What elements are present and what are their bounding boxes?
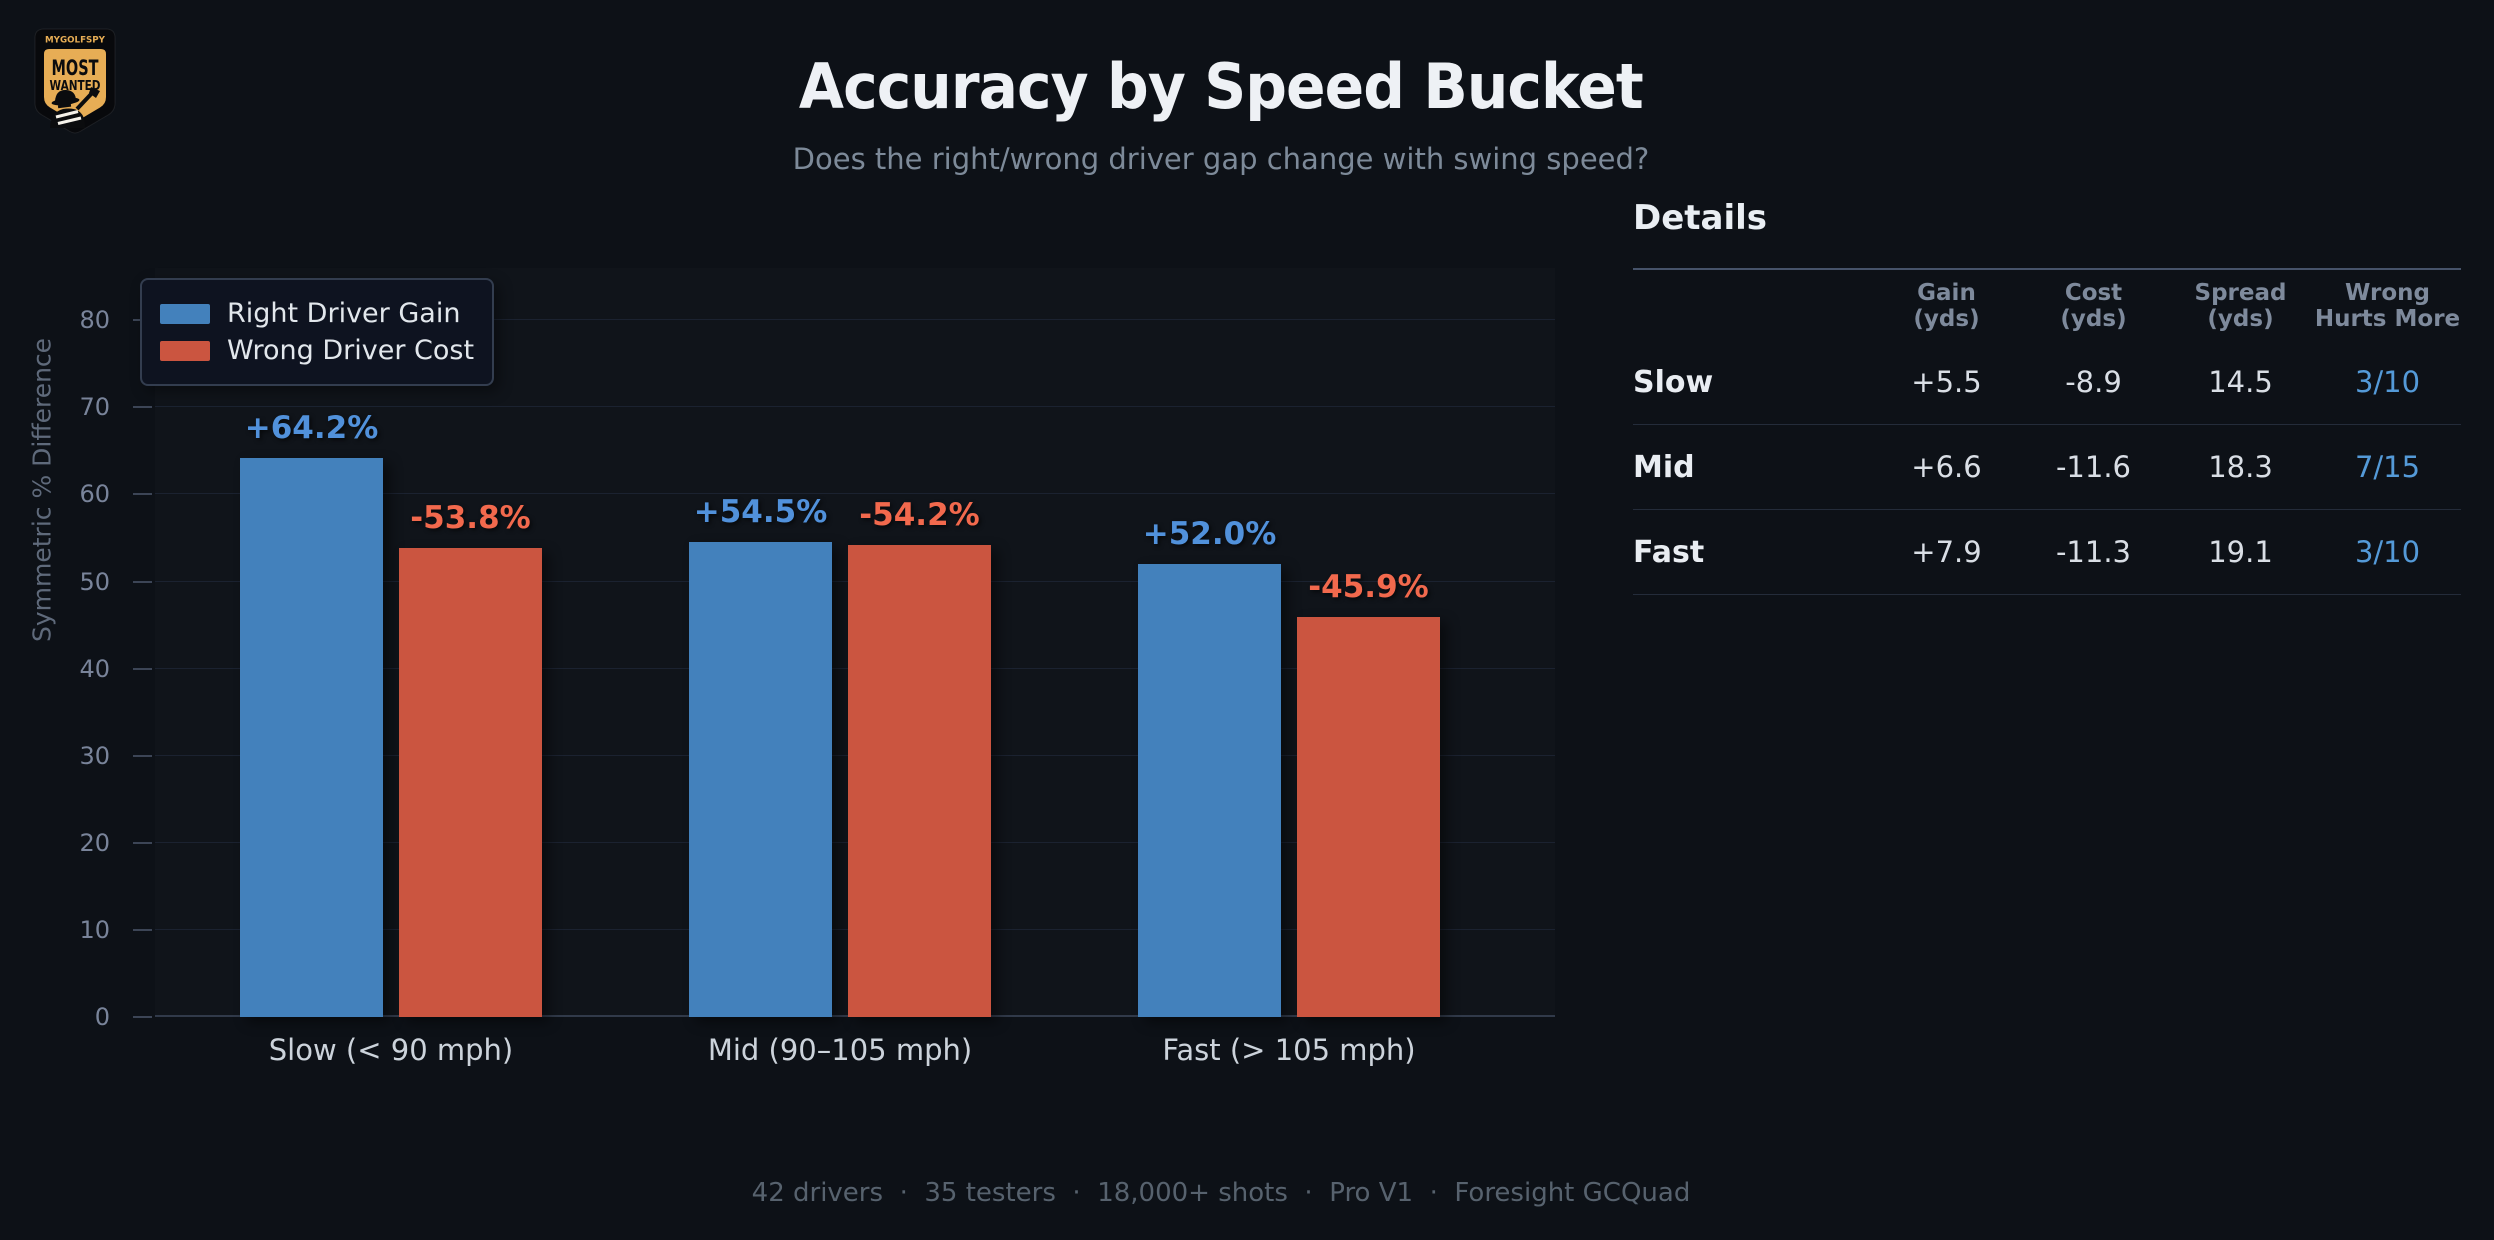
legend-swatch-cost xyxy=(160,340,210,361)
legend-label-cost: Wrong Driver Cost xyxy=(227,335,475,366)
legend-item-wrong-driver-cost: Wrong Driver Cost xyxy=(160,335,474,366)
gridline xyxy=(155,406,1555,408)
logo-brand-text: MYGOLFSPY xyxy=(45,36,105,46)
table-row-slow: Slow +5.5 -8.9 14.5 3/10 xyxy=(1633,340,2461,425)
y-tick-mark xyxy=(133,928,152,931)
details-table: Gain (yds) Cost (yds) Spread (yds) Wrong… xyxy=(1633,268,2461,595)
gain-value: +7.9 xyxy=(1911,535,1982,569)
bar-gain-2 xyxy=(1138,564,1281,1017)
x-tick-label: Slow (< 90 mph) xyxy=(268,1033,514,1067)
spread-value: 14.5 xyxy=(2208,365,2273,399)
row-label: Slow xyxy=(1633,364,1714,400)
bar-chart-plot-area: Symmetric % Difference 0 10 20 30 40 50 60 70 80… xyxy=(28,268,1555,1067)
spread-value: 19.1 xyxy=(2208,535,2273,569)
bar-value-label: -53.8% xyxy=(410,500,531,537)
bar-value-label: -54.2% xyxy=(859,496,980,533)
y-tick-label: 10 xyxy=(79,915,110,944)
logo-most-text: MOST xyxy=(52,56,99,80)
legend-label-gain: Right Driver Gain xyxy=(227,298,461,329)
legend-swatch-gain xyxy=(160,303,210,324)
header-gain: Gain (yds) xyxy=(1913,280,1980,332)
bar-cost-1 xyxy=(848,544,991,1017)
spread-value: 18.3 xyxy=(2208,450,2273,484)
bar-cost-0 xyxy=(399,548,542,1017)
row-label: Mid xyxy=(1633,449,1695,485)
chart-legend: Right Driver Gain Wrong Driver Cost xyxy=(140,278,495,386)
wrong-hurts-more-value: 3/10 xyxy=(2354,535,2421,569)
spy-graphic xyxy=(50,87,100,128)
bar-value-label: +54.5% xyxy=(693,494,828,531)
gridline xyxy=(155,319,1555,321)
bar-value-label: +52.0% xyxy=(1142,516,1277,553)
y-tick-mark xyxy=(133,406,152,409)
gain-value: +6.6 xyxy=(1911,450,1982,484)
legend-item-right-driver-gain: Right Driver Gain xyxy=(160,298,474,329)
header-spread: Spread (yds) xyxy=(2194,280,2287,332)
row-label: Fast xyxy=(1633,534,1705,570)
table-row-fast: Fast +7.9 -11.3 19.1 3/10 xyxy=(1633,510,2461,595)
page-subtitle: Does the right/wrong driver gap change w… xyxy=(792,142,1650,176)
page-title: Accuracy by Speed Bucket xyxy=(799,50,1644,123)
y-tick-label: 30 xyxy=(79,741,110,770)
details-panel: Details Gain (yds) Cost (yds) Spread (yd… xyxy=(1633,198,2461,595)
y-tick-label: 0 xyxy=(94,1003,110,1031)
x-tick-label: Mid (90–105 mph) xyxy=(707,1033,973,1067)
details-title: Details xyxy=(1633,198,1768,238)
gain-value: +5.5 xyxy=(1911,365,1982,399)
x-tick-label: Fast (> 105 mph) xyxy=(1162,1033,1416,1067)
bar-value-label: -45.9% xyxy=(1308,569,1429,606)
header-wrong-hurts-more: Wrong Hurts More xyxy=(2314,280,2461,332)
y-tick-label: 40 xyxy=(79,654,110,683)
bar-cost-2 xyxy=(1297,617,1440,1017)
footer-caption: 42 drivers · 35 testers · 18,000+ shots … xyxy=(751,1178,1691,1208)
header-cost: Cost (yds) xyxy=(2060,280,2127,332)
y-tick-mark xyxy=(133,1016,152,1018)
table-row-mid: Mid +6.6 -11.6 18.3 7/15 xyxy=(1633,425,2461,510)
y-tick-mark xyxy=(133,841,152,844)
y-tick-mark xyxy=(133,493,152,496)
details-table-header-row: Gain (yds) Cost (yds) Spread (yds) Wrong… xyxy=(1633,270,2461,340)
bar-gain-1 xyxy=(689,542,832,1017)
cost-value: -8.9 xyxy=(2065,365,2122,399)
mygolfspy-most-wanted-logo: MYGOLFSPY MOST WANTED xyxy=(34,28,116,134)
y-tick-mark xyxy=(133,580,152,583)
bar-gain-0 xyxy=(240,457,383,1017)
gridline xyxy=(155,493,1555,495)
wrong-hurts-more-value: 3/10 xyxy=(2354,365,2421,399)
cost-value: -11.6 xyxy=(2055,450,2132,484)
y-tick-label: 60 xyxy=(79,480,110,509)
y-tick-label: 20 xyxy=(79,828,110,857)
y-tick-mark xyxy=(133,754,152,757)
wrong-hurts-more-value: 7/15 xyxy=(2354,450,2421,484)
y-tick-label: 80 xyxy=(79,306,110,335)
logo-wanted-text: WANTED xyxy=(50,79,101,94)
y-tick-mark xyxy=(133,667,152,670)
y-tick-label: 50 xyxy=(79,567,110,596)
y-tick-label: 70 xyxy=(79,393,110,422)
bar-value-label: +64.2% xyxy=(244,409,379,446)
cost-value: -11.3 xyxy=(2055,535,2132,569)
